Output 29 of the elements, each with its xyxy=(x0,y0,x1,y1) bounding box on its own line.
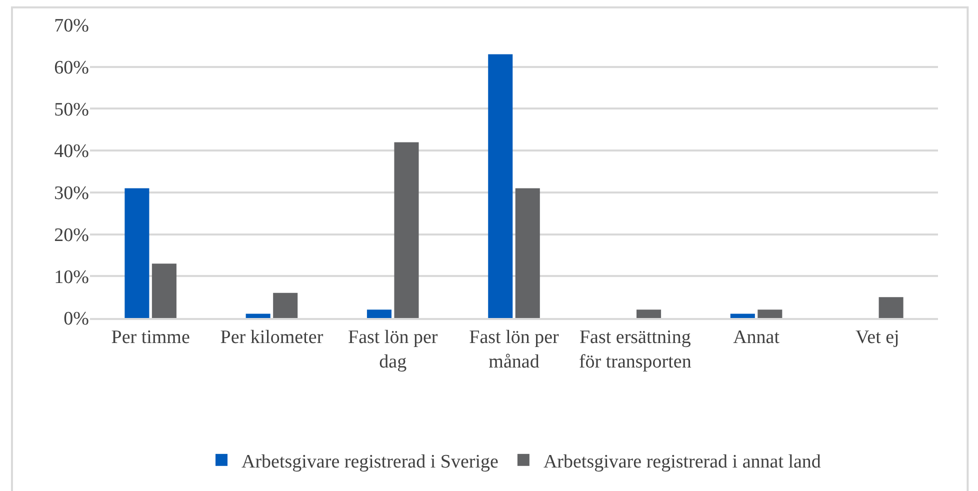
bar xyxy=(636,310,662,318)
x-tick-label: Fast lön per månad xyxy=(469,326,560,372)
bar xyxy=(488,54,513,318)
y-tick-label: 40% xyxy=(54,141,90,162)
bar xyxy=(273,292,298,318)
bar xyxy=(366,310,392,318)
bar xyxy=(515,188,540,318)
legend-label: Arbetsgivare registrerad i annat land xyxy=(543,451,822,472)
y-tick-label: 0% xyxy=(64,308,90,330)
bar xyxy=(394,142,419,318)
x-tick-label: Per kilometer xyxy=(220,326,324,348)
y-tick-label: 10% xyxy=(54,266,90,288)
bar xyxy=(758,310,782,318)
x-tick-label: Fast ersättning för transporten xyxy=(578,326,692,372)
x-tick-label: Fast lön per dag xyxy=(348,326,438,372)
x-tick-label: Vet ej xyxy=(856,326,900,348)
y-tick-label: 30% xyxy=(54,183,90,204)
bar xyxy=(124,188,150,318)
bar xyxy=(152,264,176,318)
y-tick-label: 50% xyxy=(54,99,90,120)
y-tick-label: 70% xyxy=(54,16,90,37)
x-tick-label: Per timme xyxy=(111,326,190,348)
bar xyxy=(246,314,270,318)
legend-label: Arbetsgivare registrerad i Sverige xyxy=(242,451,498,472)
y-tick-label: 60% xyxy=(54,58,90,79)
bar xyxy=(878,297,904,318)
y-tick-label: 20% xyxy=(54,224,90,246)
x-tick-label: Annat xyxy=(733,326,780,348)
bar xyxy=(730,314,755,318)
